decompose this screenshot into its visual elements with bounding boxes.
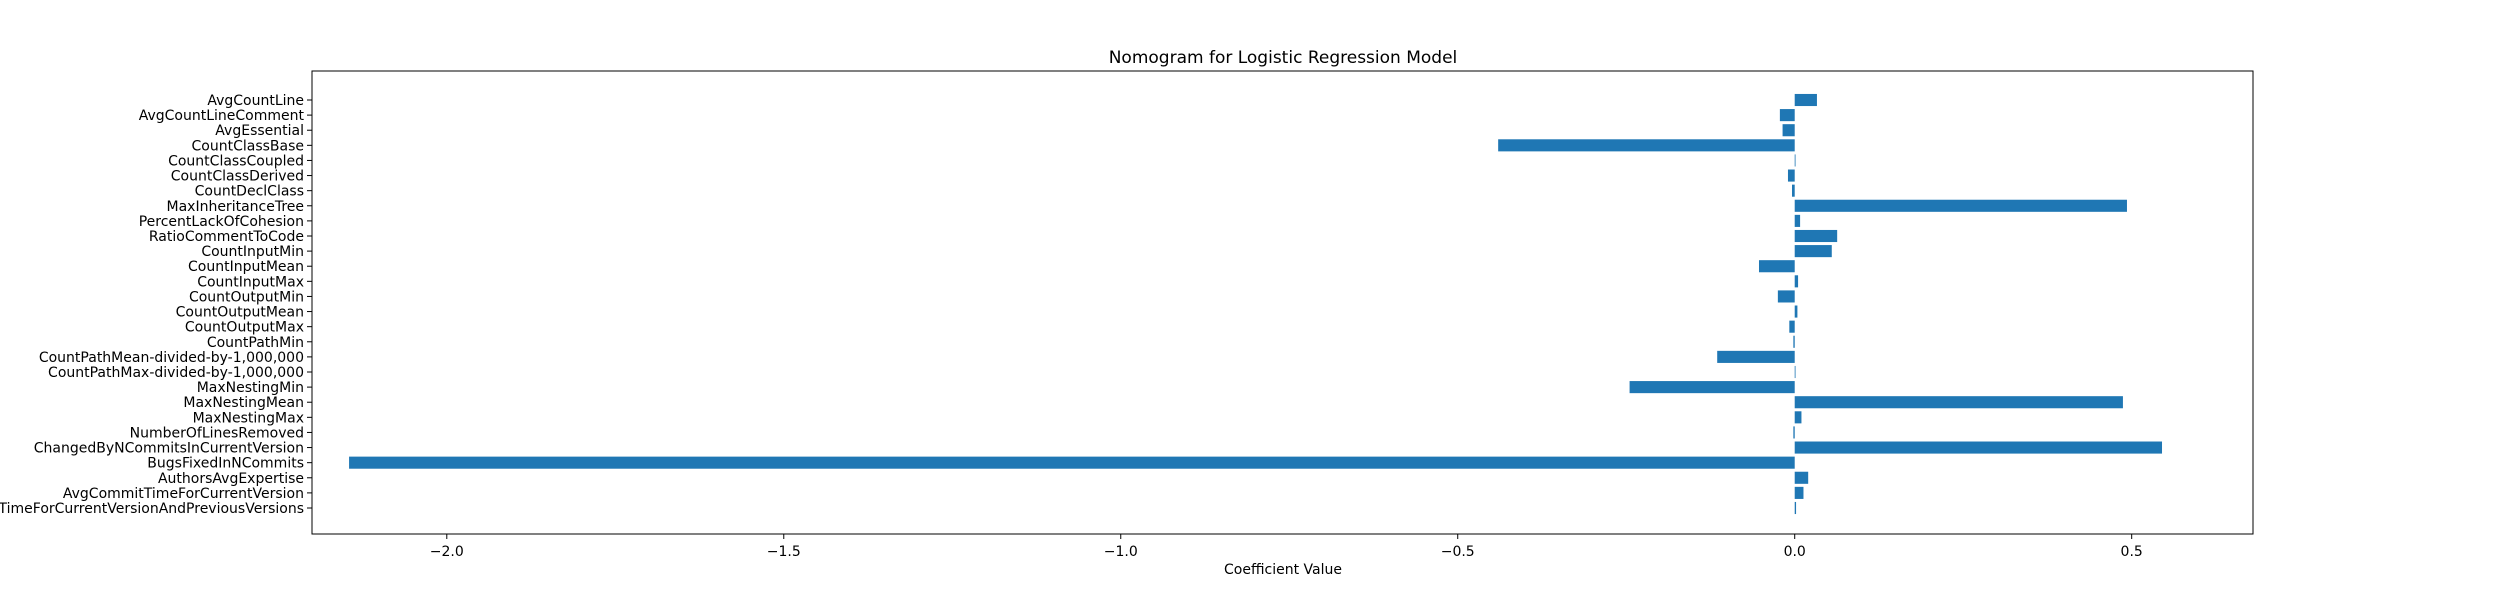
bar-26 (1794, 486, 1804, 499)
x-axis: −2.0 −1.5 −1.0 −0.5 0.0 0.5 (430, 534, 2143, 560)
bar-2 (1782, 124, 1795, 137)
bar-17 (1717, 350, 1795, 363)
y-tick-label-19: MaxNestingMin (197, 380, 304, 396)
y-tick-label-18: CountPathMax-divided-by-1,000,000 (48, 365, 304, 381)
y-tick-label-20: MaxNestingMean (183, 395, 304, 411)
bar-13 (1777, 290, 1795, 303)
y-tick-label-9: RatioCommentToCode (149, 229, 304, 245)
bar-19 (1629, 381, 1795, 394)
y-tick-label-13: CountOutputMin (189, 289, 304, 305)
y-tick-label-2: AvgEssential (215, 123, 304, 139)
bar-22 (1793, 426, 1795, 439)
bar-15 (1789, 320, 1795, 333)
bar-14 (1794, 305, 1798, 318)
bar-16 (1793, 335, 1795, 348)
bar-27 (1794, 501, 1797, 515)
bar-5 (1787, 169, 1795, 182)
y-tick-label-10: CountInputMin (201, 244, 304, 260)
y-tick-label-17: CountPathMean-divided-by-1,000,000 (39, 350, 304, 366)
bar-25 (1794, 471, 1809, 484)
y-tick-label-1: AvgCountLineComment (139, 108, 305, 124)
y-tick-label-5: CountClassDerived (171, 169, 304, 185)
bar-20 (1794, 396, 2123, 409)
bar-0 (1794, 93, 1817, 107)
y-tick-label-14: CountOutputMean (176, 305, 304, 321)
y-tick-label-23: ChangedByNCommitsInCurrentVersion (34, 441, 304, 457)
y-tick-label-27: TimeForCurrentVersionAndPreviousVersions (0, 501, 304, 517)
x-tick-label-4: 0.0 (1784, 544, 1806, 560)
bar-11 (1758, 260, 1795, 273)
y-tick-label-4: CountClassCoupled (168, 153, 304, 169)
bar-12 (1794, 275, 1799, 288)
bar-10 (1794, 245, 1832, 258)
y-tick-label-8: PercentLackOfCohesion (139, 214, 304, 230)
y-tick-label-24: BugsFixedInNCommits (147, 456, 304, 472)
x-tick-label-3: −0.5 (1441, 544, 1475, 560)
y-tick-label-22: NumberOfLinesRemoved (130, 425, 304, 441)
y-tick-label-11: CountInputMean (188, 259, 304, 275)
y-axis: AvgCountLineAvgCountLineCommentAvgEssent… (0, 93, 312, 517)
y-tick-label-25: AuthorsAvgExpertise (158, 471, 304, 487)
y-tick-label-12: CountInputMax (197, 274, 304, 290)
y-tick-label-3: CountClassBase (192, 138, 305, 154)
bar-3 (1498, 139, 1795, 152)
bar-23 (1794, 441, 2163, 454)
x-tick-label-5: 0.5 (2121, 544, 2143, 560)
x-tick-label-0: −2.0 (430, 544, 464, 560)
bar-7 (1794, 199, 2127, 212)
y-tick-label-16: CountPathMin (207, 335, 304, 351)
bar-21 (1794, 411, 1802, 424)
bars-layer (349, 93, 2163, 515)
x-tick-label-1: −1.5 (767, 544, 801, 560)
bar-6 (1792, 184, 1795, 197)
bar-1 (1779, 109, 1795, 122)
bar-8 (1794, 214, 1801, 227)
y-tick-label-0: AvgCountLine (207, 93, 304, 109)
bar-9 (1794, 229, 1838, 243)
y-tick-label-15: CountOutputMax (185, 320, 304, 336)
bar-24 (349, 456, 1795, 469)
bar-18 (1794, 365, 1796, 379)
plot-frame (311, 70, 2254, 535)
y-tick-label-26: AvgCommitTimeForCurrentVersion (63, 486, 304, 502)
bar-4 (1794, 154, 1796, 167)
x-axis-label: Coefficient Value (1224, 562, 1342, 578)
y-tick-label-7: MaxInheritanceTree (167, 199, 305, 215)
x-tick-label-2: −1.0 (1104, 544, 1138, 560)
y-tick-label-6: CountDeclClass (195, 184, 304, 200)
y-tick-label-21: MaxNestingMax (193, 410, 304, 426)
chart-title: Nomogram for Logistic Regression Model (1109, 48, 1458, 68)
